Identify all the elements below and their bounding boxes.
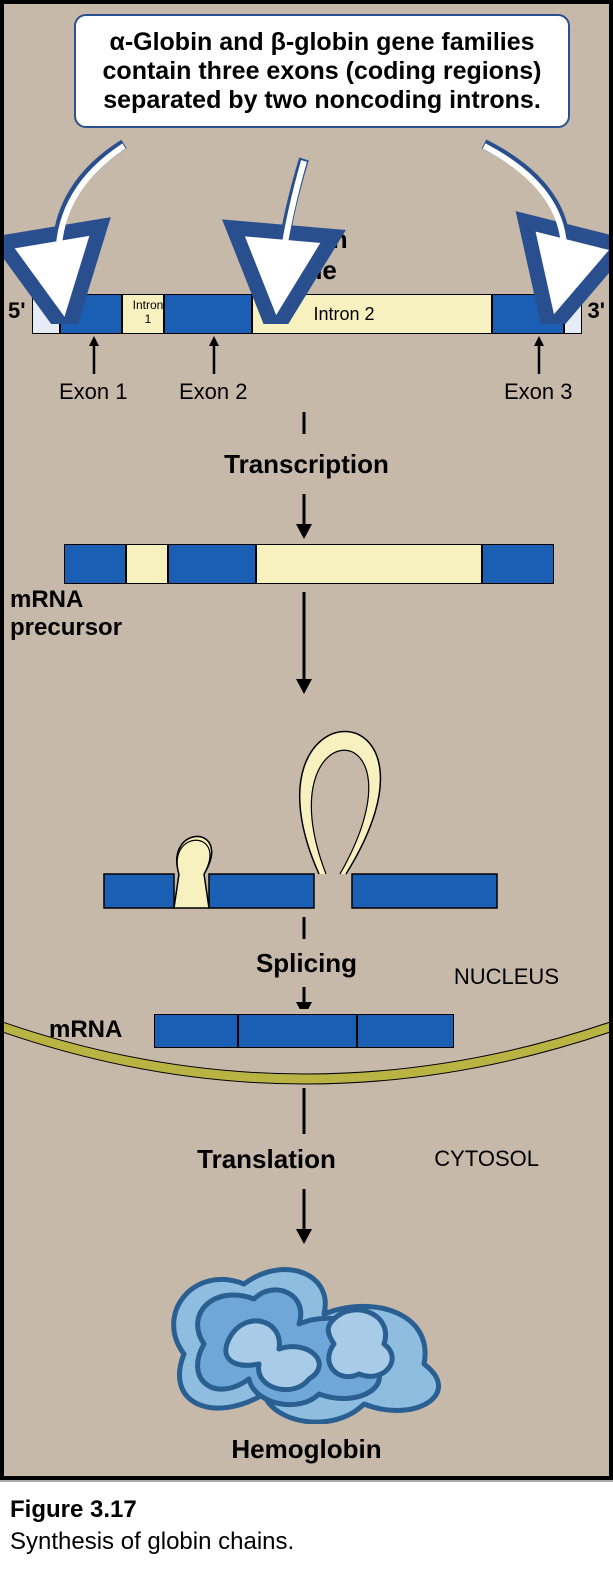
precursor-segment <box>126 544 168 584</box>
figure-container: α-Globin and β-globin gene families cont… <box>0 0 613 1576</box>
exon3-label: Exon 3 <box>504 379 573 405</box>
callout-text: α-Globin and β-globin gene families cont… <box>103 28 542 114</box>
exon1-label: Exon 1 <box>59 379 128 405</box>
nucleus-label: NUCLEUS <box>454 964 559 990</box>
diagram-panel: α-Globin and β-globin gene families cont… <box>0 0 613 1480</box>
cytosol-label: CYTOSOL <box>434 1146 539 1172</box>
hemoglobin-icon <box>134 1254 484 1424</box>
caption-title: Figure 3.17 <box>10 1496 603 1524</box>
precursor-segment <box>256 544 482 584</box>
transcription-label: Transcription <box>4 449 609 480</box>
precursor-segment <box>482 544 554 584</box>
to-splicing-arrow <box>4 584 609 704</box>
mrna-precursor-diagram <box>64 544 554 584</box>
precursor-segment <box>168 544 256 584</box>
callout-box: α-Globin and β-globin gene families cont… <box>74 14 570 128</box>
caption-text: Synthesis of globin chains. <box>10 1528 603 1556</box>
hemoglobin-label: Hemoglobin <box>4 1434 609 1465</box>
precursor-segment <box>64 544 126 584</box>
splicing-diagram <box>4 694 609 924</box>
figure-caption: Figure 3.17 Synthesis of globin chains. <box>0 1480 613 1576</box>
exon2-label: Exon 2 <box>179 379 248 405</box>
